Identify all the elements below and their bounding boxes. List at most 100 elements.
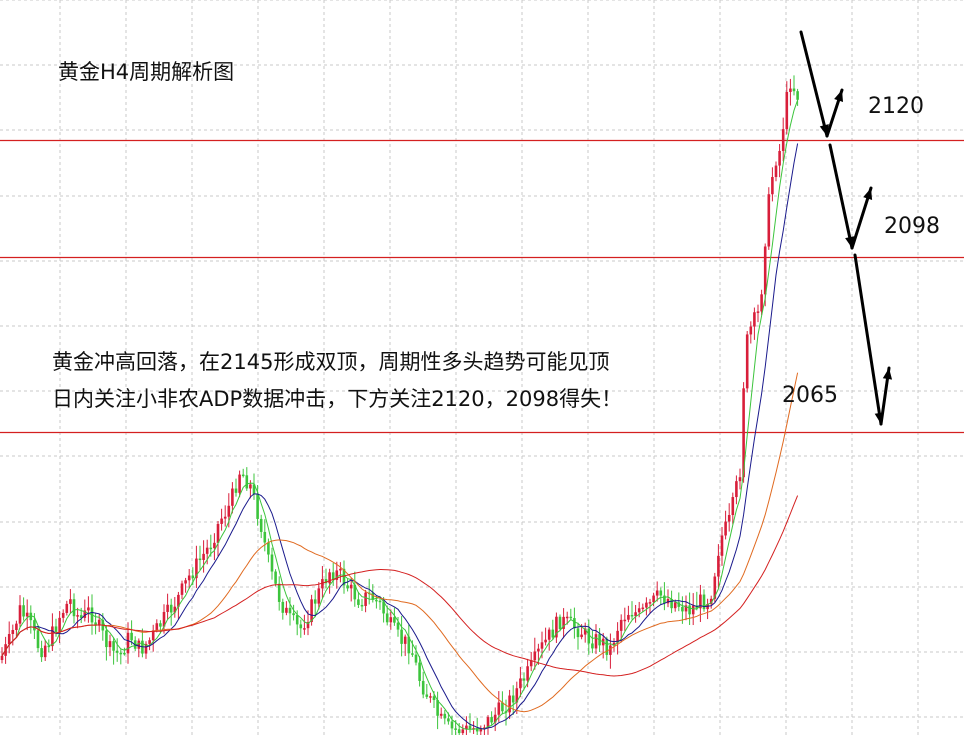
- candle-up: [753, 312, 756, 327]
- candle-up: [508, 695, 511, 713]
- candle-down: [591, 643, 594, 649]
- candle-down: [569, 616, 573, 619]
- candle-down: [274, 571, 277, 584]
- candle-down: [475, 728, 479, 732]
- candle-down: [299, 624, 303, 629]
- candle-down: [256, 494, 259, 519]
- candle-up: [583, 628, 587, 635]
- candle-down: [418, 662, 421, 681]
- ma-long-line: [1, 495, 799, 677]
- candle-down: [573, 618, 576, 629]
- candle-up: [306, 622, 310, 629]
- candle-up: [637, 608, 641, 613]
- candle-up: [61, 612, 65, 618]
- candle-down: [263, 531, 267, 543]
- candle-up: [612, 642, 616, 646]
- candle-up: [666, 599, 670, 604]
- candle-down: [123, 652, 126, 655]
- candle-up: [11, 629, 15, 635]
- candle-up: [497, 702, 501, 715]
- candle-up: [760, 294, 763, 312]
- candle-up: [0, 655, 4, 660]
- candle-up: [15, 623, 18, 630]
- candle-up: [526, 666, 529, 681]
- candle-down: [436, 700, 439, 716]
- candle-down: [277, 583, 281, 602]
- candle-down: [421, 680, 425, 695]
- candle-up: [580, 634, 583, 638]
- candle-up: [335, 570, 339, 580]
- candle-up: [774, 165, 778, 178]
- candle-down: [252, 484, 256, 495]
- candle-down: [414, 654, 418, 663]
- candle-up: [76, 615, 79, 617]
- candle-up: [547, 629, 551, 640]
- candle-up: [126, 632, 130, 654]
- candle-up: [439, 713, 443, 716]
- candle-down: [796, 91, 799, 100]
- candle-up: [51, 626, 54, 647]
- candle-up: [789, 88, 792, 92]
- candle-down: [295, 615, 299, 625]
- candle-down: [457, 729, 461, 734]
- candle-down: [342, 568, 346, 586]
- candle-down: [702, 594, 706, 610]
- candle-down: [159, 623, 162, 627]
- candle-up: [465, 725, 468, 730]
- candle-up: [778, 150, 781, 166]
- candle-down: [490, 717, 493, 723]
- candle-down: [400, 629, 403, 644]
- candle-down: [360, 604, 364, 607]
- candle-up: [166, 604, 169, 612]
- candle-down: [191, 575, 195, 579]
- candle-up: [727, 515, 731, 522]
- candle-up: [238, 474, 241, 493]
- candle-down: [267, 542, 270, 555]
- candle-down: [324, 579, 328, 584]
- candlestick-series: [0, 75, 799, 735]
- candle-up: [709, 598, 713, 605]
- candle-down: [33, 620, 36, 631]
- candle-down: [378, 600, 382, 603]
- candle-up: [213, 542, 216, 549]
- candle-up: [25, 612, 29, 617]
- candle-up: [742, 388, 745, 478]
- candle-down: [36, 630, 40, 649]
- candle-up: [87, 607, 90, 611]
- candle-down: [407, 636, 411, 654]
- candle-down: [688, 605, 691, 615]
- candle-down: [630, 614, 634, 617]
- candle-up: [202, 553, 205, 560]
- candle-up: [519, 678, 522, 689]
- candle-up: [713, 576, 717, 599]
- support-level-lines: [0, 139, 964, 434]
- candle-up: [321, 579, 324, 589]
- candle-up: [180, 583, 184, 595]
- chart-title: 黄金H4周期解析图: [58, 60, 235, 84]
- candle-up: [429, 696, 432, 698]
- candle-up: [641, 607, 645, 610]
- candle-down: [72, 599, 76, 617]
- candle-up: [515, 688, 519, 703]
- candle-up: [364, 592, 367, 606]
- candle-up: [717, 555, 720, 577]
- arrow-up-from-2065-head: [882, 368, 893, 380]
- candle-down: [425, 694, 429, 697]
- candle-up: [735, 481, 738, 498]
- candle-down: [198, 558, 202, 561]
- arrow-up-from-2120-head: [834, 90, 844, 102]
- candle-up: [223, 516, 227, 519]
- candle-down: [522, 678, 526, 681]
- candle-down: [119, 652, 123, 655]
- candle-down: [792, 88, 796, 92]
- ma-fast-line: [1, 99, 799, 730]
- candle-down: [382, 601, 385, 614]
- candle-down: [385, 613, 389, 623]
- candle-down: [681, 606, 684, 612]
- candle-up: [205, 547, 209, 554]
- candle-up: [328, 572, 331, 584]
- level-label-2098: 2098: [884, 214, 940, 239]
- annotation-line-1: 黄金冲高回落，在2145形成双顶，周期性多头趋势可能见顶: [52, 350, 610, 374]
